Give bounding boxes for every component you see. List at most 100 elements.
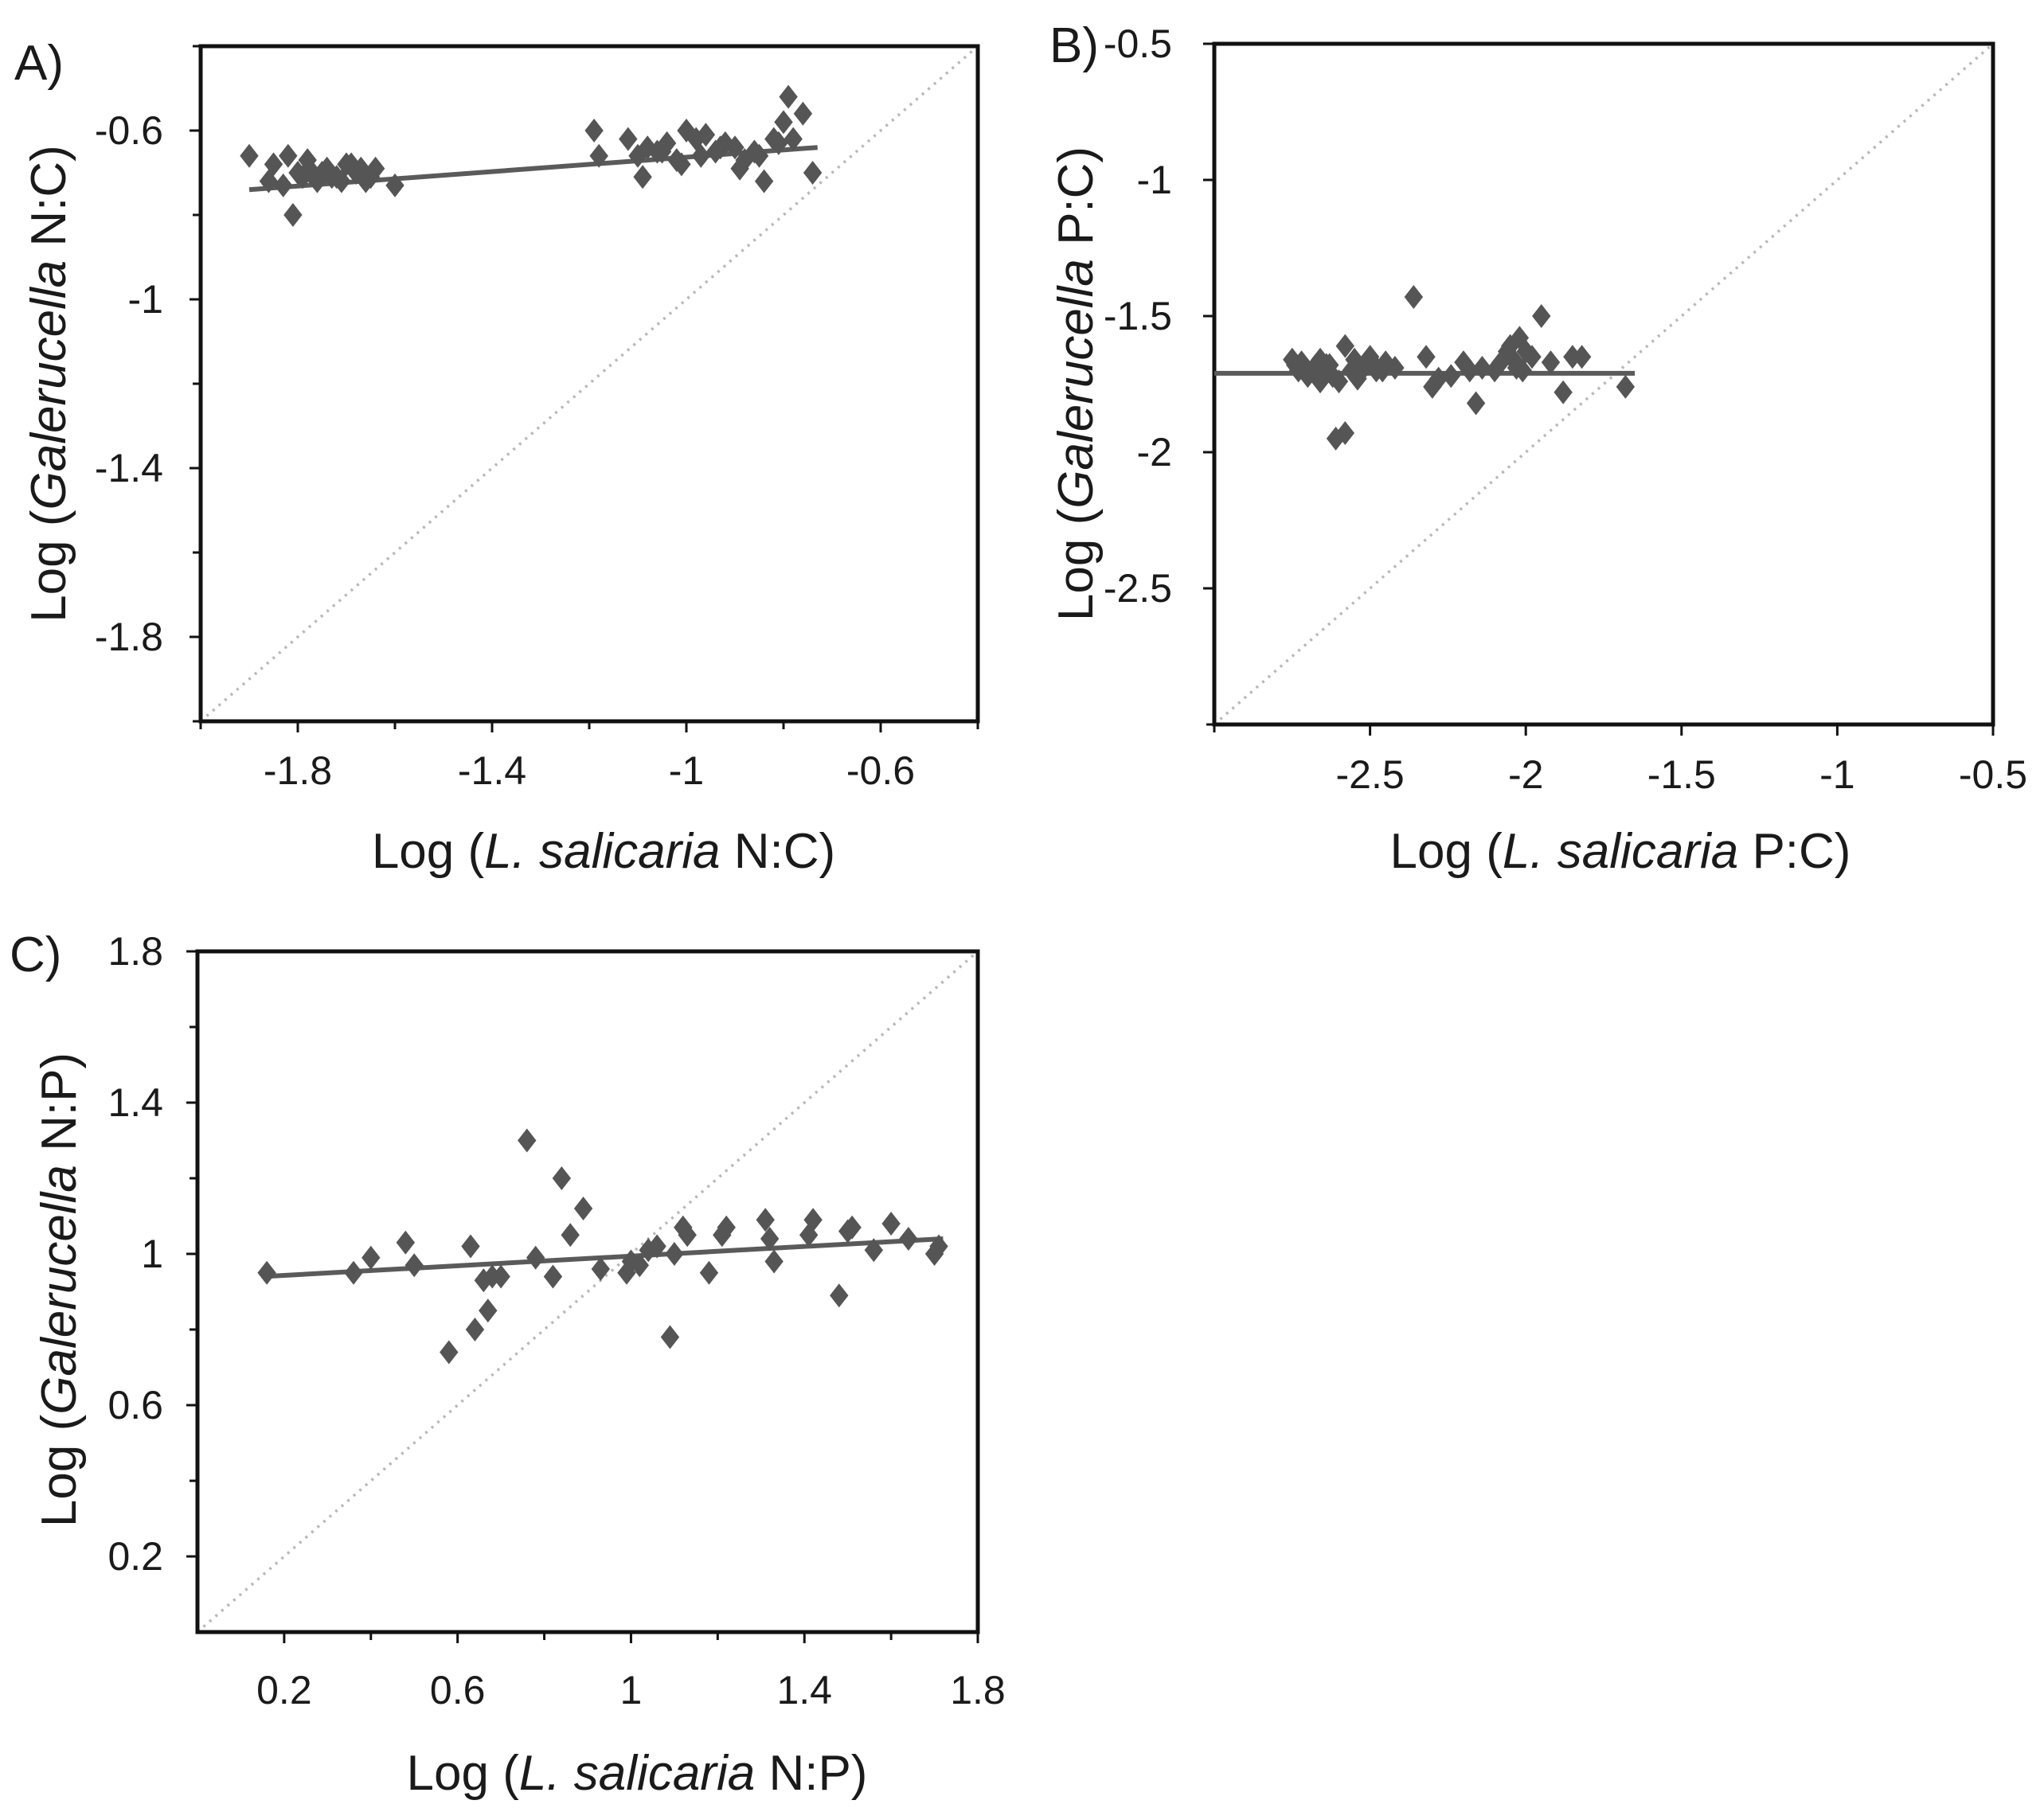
identity-line bbox=[196, 950, 979, 1634]
data-point bbox=[518, 1128, 537, 1153]
data-point bbox=[543, 1264, 563, 1289]
data-point bbox=[1454, 350, 1473, 375]
plot-frame bbox=[1212, 41, 1995, 727]
y-tick-label: -2.5 bbox=[1104, 566, 1172, 611]
data-point bbox=[264, 152, 283, 177]
data-point bbox=[1485, 358, 1504, 383]
y-tick-label: -2 bbox=[1137, 430, 1172, 474]
y-tick-label: 1 bbox=[141, 1232, 163, 1276]
data-point bbox=[361, 165, 381, 189]
identity-line bbox=[199, 45, 979, 723]
data-point bbox=[754, 169, 774, 193]
data-point bbox=[274, 173, 293, 197]
data-point bbox=[257, 1260, 276, 1285]
data-point bbox=[803, 161, 823, 185]
data-point bbox=[1554, 380, 1573, 404]
data-point bbox=[584, 119, 604, 143]
data-point bbox=[385, 173, 405, 197]
y-tick-label: 1.8 bbox=[107, 929, 163, 974]
data-point bbox=[479, 1298, 498, 1323]
fit-line bbox=[262, 1236, 944, 1279]
data-point bbox=[342, 152, 361, 177]
data-point bbox=[830, 1283, 849, 1308]
data-point bbox=[552, 1166, 572, 1190]
data-point bbox=[639, 1238, 658, 1263]
data-point bbox=[647, 1234, 666, 1259]
panel-label: B) bbox=[1049, 18, 1099, 73]
data-point bbox=[784, 127, 803, 151]
data-point bbox=[1532, 304, 1551, 328]
data-point bbox=[344, 1260, 363, 1285]
data-point bbox=[1522, 345, 1542, 369]
y-tick-label: -0.6 bbox=[95, 108, 163, 153]
panel-b: -2.5 -2 -1.5 -1 -0.5 -0.5 -1 -1.5 -2 -2.5 B) Log (L… bbox=[1049, 18, 2027, 879]
data-point bbox=[240, 143, 259, 168]
data-point bbox=[591, 1257, 611, 1281]
data-point bbox=[303, 161, 322, 185]
y-tick-label: -1.4 bbox=[95, 446, 163, 490]
data-point bbox=[803, 1208, 823, 1232]
data-point bbox=[1335, 421, 1355, 446]
data-point bbox=[573, 1197, 593, 1220]
data-point bbox=[711, 135, 730, 160]
y-axis-label: Log (Galerucella P:C) bbox=[1049, 146, 1104, 621]
data-point bbox=[660, 1325, 680, 1349]
data-point bbox=[1541, 350, 1561, 375]
data-point bbox=[283, 203, 303, 227]
data-point bbox=[691, 143, 710, 168]
panel-a: -1.8 -1.4 -1 -0.6 -0.6 -1 -1.4 -1.8 A) Log (L. sa… bbox=[14, 36, 980, 879]
plot-frame bbox=[198, 44, 980, 724]
x-tick-label: 1.8 bbox=[950, 1668, 1006, 1712]
y-axis-label: Log (Galerucella N:C) bbox=[21, 145, 76, 623]
data-point bbox=[491, 1264, 510, 1289]
data-point bbox=[1298, 361, 1318, 385]
x-tick-label: -0.5 bbox=[1959, 752, 2027, 797]
x-tick-label: 1 bbox=[620, 1668, 643, 1712]
identity-line bbox=[1213, 42, 1995, 726]
y-tick-label: 0.2 bbox=[107, 1534, 163, 1579]
x-axis-label: Log (L. salicaria P:C) bbox=[1390, 824, 1851, 879]
data-point bbox=[405, 1253, 424, 1278]
y-tick-label: 1.4 bbox=[107, 1080, 163, 1125]
data-point bbox=[474, 1268, 494, 1293]
data-point bbox=[1286, 353, 1305, 377]
data-point bbox=[589, 143, 608, 168]
data-point bbox=[1360, 347, 1380, 372]
x-tick-label: -0.6 bbox=[846, 748, 915, 793]
x-tick-label: -1.5 bbox=[1647, 752, 1716, 797]
data-point bbox=[799, 1223, 819, 1248]
data-point bbox=[713, 1223, 732, 1248]
data-point bbox=[1373, 358, 1392, 383]
panel-label: A) bbox=[14, 36, 64, 91]
data-point bbox=[779, 84, 798, 109]
x-axis-label: Log (L. salicaria N:C) bbox=[372, 824, 835, 879]
data-point bbox=[638, 135, 657, 160]
data-point bbox=[730, 156, 749, 181]
data-point bbox=[1563, 345, 1582, 369]
data-point bbox=[279, 143, 298, 168]
x-axis-label: Log (L. salicaria N:P) bbox=[407, 1746, 868, 1801]
data-point bbox=[1513, 358, 1532, 383]
data-point bbox=[362, 1245, 381, 1270]
data-point bbox=[322, 165, 342, 189]
data-point bbox=[1428, 366, 1448, 391]
data-point bbox=[1385, 355, 1405, 380]
y-tick-label: -1.5 bbox=[1104, 294, 1172, 338]
data-point bbox=[764, 1249, 784, 1274]
x-tick-label: -2.5 bbox=[1336, 752, 1405, 797]
data-point bbox=[1460, 358, 1479, 383]
x-tick-label: 0.2 bbox=[256, 1668, 312, 1712]
data-point bbox=[652, 139, 672, 164]
data-point bbox=[725, 135, 745, 160]
x-tick-label: 1.4 bbox=[776, 1668, 832, 1712]
y-tick-label: 0.6 bbox=[107, 1383, 163, 1427]
y-tick-label: -1 bbox=[128, 277, 163, 322]
x-tick-label: -1 bbox=[1819, 752, 1854, 797]
x-tick-label: -2 bbox=[1508, 752, 1543, 797]
data-point bbox=[619, 127, 638, 151]
panel-c: 0.2 0.6 1 1.4 1.8 1.8 1.4 1 0.6 0.2 C) Log (L. sali… bbox=[10, 927, 1006, 1801]
data-point bbox=[735, 148, 754, 173]
data-point bbox=[396, 1230, 416, 1255]
x-tick-label: -1.8 bbox=[264, 748, 332, 793]
